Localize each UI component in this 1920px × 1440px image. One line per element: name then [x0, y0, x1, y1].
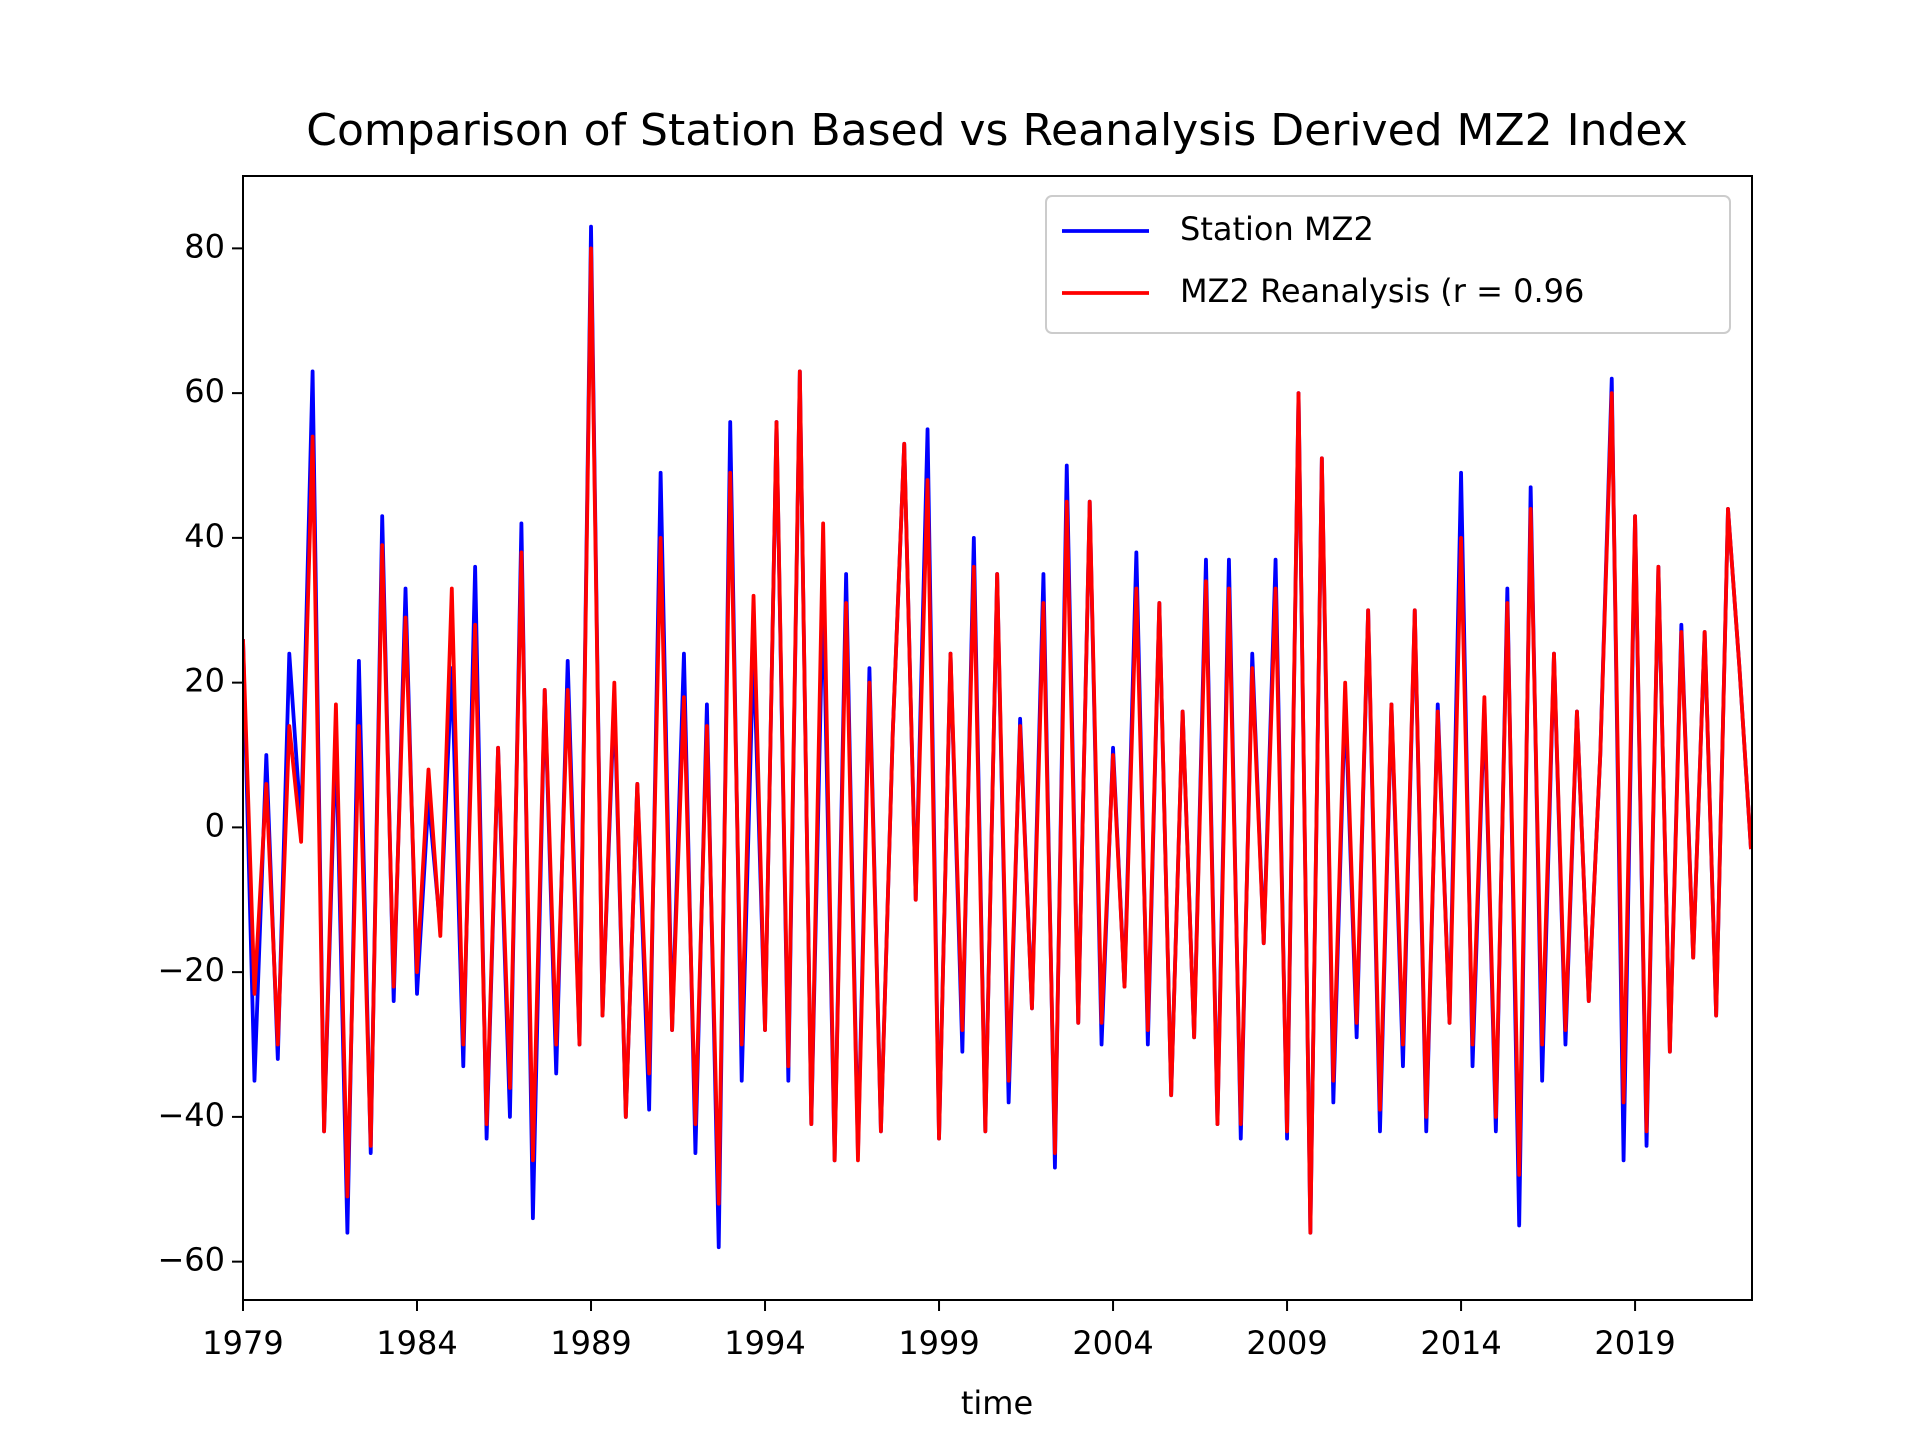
y-tick-label: 40	[184, 517, 225, 555]
legend-box	[1045, 195, 1731, 334]
plot-area	[243, 224, 1752, 1250]
axes-frame	[242, 175, 1753, 1301]
x-tick-label: 1994	[724, 1324, 805, 1362]
x-tick-label: 1999	[898, 1324, 979, 1362]
y-tick-label: −60	[157, 1241, 225, 1279]
y-tick-label: −20	[157, 951, 225, 989]
x-tick-label: 2004	[1072, 1324, 1153, 1362]
legend: Station MZ2 MZ2 Reanalysis (r = 0.96	[1045, 195, 1731, 334]
x-tick-label: 1984	[376, 1324, 457, 1362]
y-tick-label: 60	[184, 372, 225, 410]
y-tick-label: 0	[205, 806, 225, 844]
legend-label: MZ2 Reanalysis (r = 0.96	[1180, 272, 1584, 310]
x-tick-label: 2014	[1420, 1324, 1501, 1362]
chart-title: Comparison of Station Based vs Reanalysi…	[306, 105, 1688, 156]
x-tick-label: 1989	[550, 1324, 631, 1362]
x-tick-label: 1979	[202, 1324, 283, 1362]
y-tick-label: 80	[184, 227, 225, 265]
x-tick-label: 2019	[1594, 1324, 1675, 1362]
legend-label: Station MZ2	[1180, 210, 1374, 248]
x-tick-label: 2009	[1246, 1324, 1327, 1362]
data-line	[243, 246, 1752, 1235]
x-axis-label: time	[961, 1384, 1033, 1422]
y-tick-label: 20	[184, 662, 225, 700]
y-tick-label: −40	[157, 1096, 225, 1134]
